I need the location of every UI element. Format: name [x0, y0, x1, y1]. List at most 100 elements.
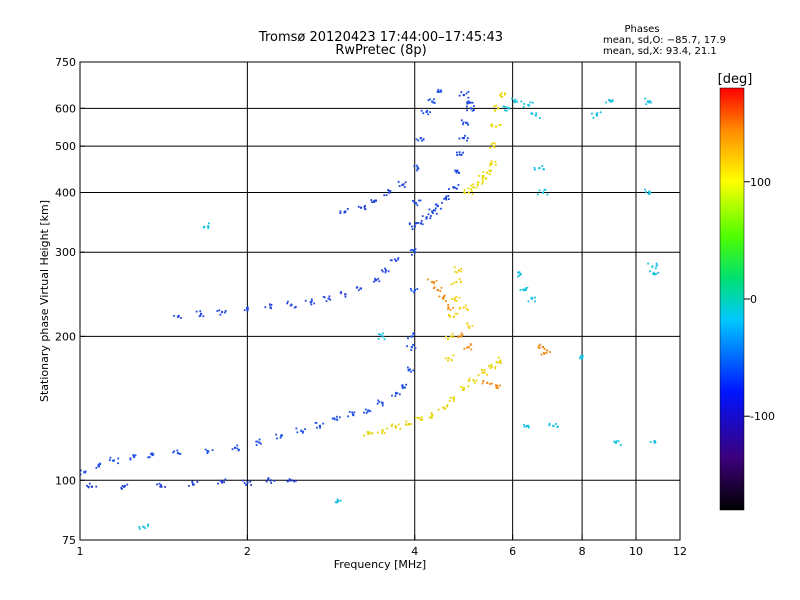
- data-point-scatter: [301, 431, 304, 434]
- data-point-scatter: [164, 486, 166, 488]
- data-point: [462, 306, 465, 309]
- data-point-scatter: [270, 482, 273, 484]
- data-point-scatter: [243, 309, 246, 312]
- data-point-scatter: [445, 335, 447, 338]
- data-point-scatter: [336, 415, 338, 418]
- data-point-scatter: [548, 422, 551, 425]
- data-point-scatter: [414, 416, 417, 419]
- data-point: [436, 90, 439, 93]
- data-point-scatter: [460, 270, 463, 273]
- y-tick-label: 400: [55, 186, 76, 199]
- data-point-scatter: [236, 444, 239, 447]
- data-point-scatter: [480, 368, 483, 371]
- data-point-scatter: [397, 423, 400, 426]
- data-point-scatter: [158, 482, 161, 485]
- data-point-scatter: [98, 465, 100, 467]
- data-point-scatter: [353, 411, 356, 414]
- data-point-scatter: [410, 335, 413, 338]
- data-point: [413, 225, 416, 228]
- data-point-scatter: [456, 312, 459, 315]
- data-point-scatter: [427, 113, 430, 116]
- data-point: [384, 269, 388, 272]
- data-point-scatter: [178, 314, 180, 317]
- data-point: [246, 309, 249, 312]
- data-point-scatter: [644, 188, 646, 191]
- y-tick-label: 500: [55, 140, 76, 153]
- data-point-scatter: [417, 139, 420, 142]
- data-point-scatter: [338, 416, 341, 419]
- data-point-scatter: [368, 431, 371, 434]
- data-point-scatter: [450, 358, 453, 361]
- data-point-scatter: [267, 477, 270, 480]
- data-point-scatter: [519, 289, 522, 291]
- data-point-scatter: [539, 117, 541, 119]
- data-point-scatter: [605, 101, 607, 104]
- data-point-scatter: [414, 248, 417, 251]
- data-point-scatter: [411, 248, 414, 251]
- data-point-scatter: [387, 270, 390, 273]
- data-point-scatter: [83, 471, 86, 473]
- data-point-scatter: [614, 441, 617, 444]
- data-point: [142, 525, 145, 528]
- data-point-scatter: [134, 454, 137, 457]
- data-point-scatter: [465, 307, 468, 310]
- data-point-scatter: [152, 453, 155, 456]
- data-point-scatter: [430, 280, 433, 283]
- data-point-scatter: [439, 290, 442, 292]
- data-point-scatter: [494, 164, 497, 166]
- data-point: [220, 481, 224, 484]
- data-point: [269, 479, 272, 482]
- data-point-scatter: [343, 210, 346, 213]
- data-point-scatter: [491, 382, 493, 385]
- data-point: [258, 441, 261, 444]
- data-point-scatter: [377, 399, 380, 402]
- data-point-scatter: [436, 289, 439, 291]
- data-point-scatter: [84, 470, 87, 473]
- data-point-scatter: [489, 147, 492, 149]
- data-point-scatter: [207, 222, 210, 225]
- data-point-scatter: [304, 428, 307, 431]
- data-point-scatter: [470, 189, 473, 192]
- y-tick-label: 75: [62, 534, 76, 547]
- data-point-scatter: [386, 427, 389, 430]
- data-point-scatter: [513, 101, 516, 104]
- data-point: [486, 381, 489, 384]
- data-point: [381, 402, 384, 405]
- data-point-scatter: [188, 484, 190, 487]
- data-point-scatter: [463, 347, 466, 350]
- data-point-scatter: [467, 379, 470, 382]
- data-point-scatter: [380, 269, 383, 272]
- data-point-scatter: [334, 501, 337, 504]
- data-point-scatter: [380, 401, 383, 404]
- data-point-scatter: [481, 181, 484, 183]
- data-point-scatter: [441, 296, 444, 299]
- data-point-scatter: [430, 416, 433, 419]
- data-point-scatter: [376, 402, 379, 405]
- data-point-scatter: [279, 436, 282, 439]
- data-point-scatter: [199, 310, 202, 313]
- data-point-scatter: [407, 368, 410, 371]
- data-point: [431, 100, 434, 103]
- data-point-scatter: [151, 452, 153, 455]
- data-point-scatter: [245, 307, 248, 309]
- series-group: [339, 180, 407, 215]
- data-point: [519, 273, 522, 276]
- data-point-scatter: [422, 112, 425, 115]
- data-point-scatter: [468, 327, 471, 329]
- data-point-scatter: [471, 109, 474, 112]
- data-point-scatter: [80, 469, 82, 472]
- data-point-scatter: [443, 197, 446, 200]
- data-point-scatter: [655, 262, 658, 265]
- data-point-scatter: [132, 454, 135, 456]
- data-point-scatter: [172, 451, 175, 454]
- data-point-scatter: [468, 102, 471, 104]
- data-point-scatter: [390, 259, 393, 262]
- data-point-scatter: [314, 421, 317, 424]
- data-point: [419, 222, 422, 225]
- data-point-scatter: [311, 300, 313, 303]
- data-point-scatter: [364, 204, 366, 207]
- data-point-scatter: [383, 338, 386, 341]
- data-point-scatter: [108, 459, 111, 461]
- data-point-scatter: [607, 99, 610, 102]
